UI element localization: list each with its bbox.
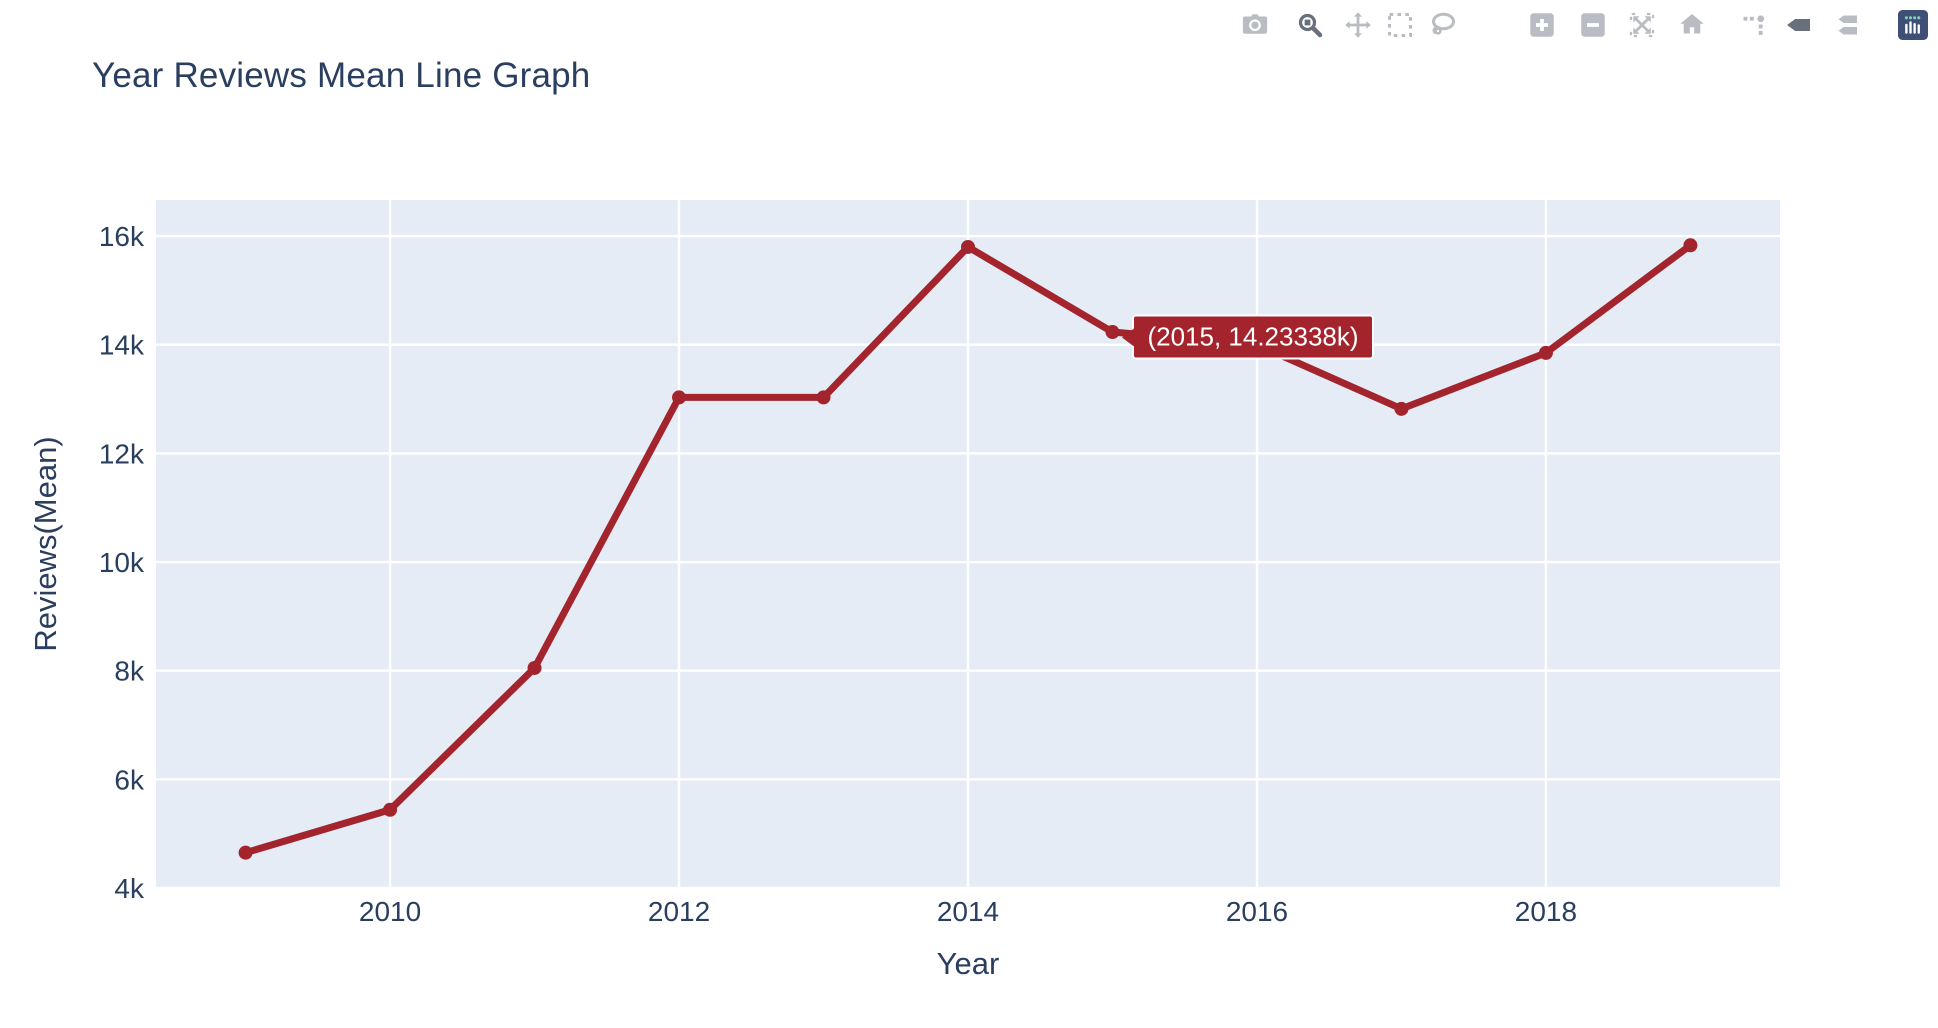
box-select-icon[interactable] [1384,9,1416,41]
hover-tooltip: (2015, 14.23338k) [1122,314,1374,360]
y-tick-label: 14k [99,330,145,361]
y-axis-title: Reviews(Mean) [28,436,63,651]
data-point[interactable] [1538,345,1553,360]
x-tick-label: 2014 [937,896,999,927]
lasso-select-icon[interactable] [1427,9,1459,41]
reset-axes-home-icon[interactable] [1676,9,1708,41]
chart-title: Year Reviews Mean Line Graph [92,56,591,95]
x-tick-label: 2012 [648,896,710,927]
camera-icon[interactable] [1239,9,1271,41]
tooltip-pointer-icon [1122,328,1135,347]
data-point[interactable] [527,660,542,675]
x-tick-label: 2016 [1226,896,1288,927]
zoom-out-icon[interactable] [1577,9,1609,41]
x-tick-label: 2018 [1515,896,1577,927]
y-tick-label: 10k [99,547,145,578]
zoom-in-icon[interactable] [1526,9,1558,41]
x-axis-title: Year [937,946,1000,981]
tooltip-text: (2015, 14.23338k) [1147,321,1359,352]
y-tick-label: 6k [114,764,145,795]
spikelines-icon[interactable] [1739,9,1771,41]
plotly-logo-icon[interactable] [1897,9,1929,41]
data-point[interactable] [1105,325,1120,340]
hover-compare-icon[interactable] [1829,9,1861,41]
pan-icon[interactable] [1342,9,1374,41]
data-point[interactable] [238,845,253,860]
x-tick-label: 2010 [359,896,421,927]
autoscale-icon[interactable] [1626,9,1658,41]
zoom-icon[interactable] [1294,9,1326,41]
y-tick-label: 16k [99,221,145,252]
y-tick-label: 8k [114,656,145,687]
data-point[interactable] [1683,238,1698,253]
data-point[interactable] [1394,401,1409,416]
data-point[interactable] [961,239,975,254]
data-point[interactable] [816,390,831,405]
data-point[interactable] [672,390,687,405]
hover-closest-icon[interactable] [1782,9,1814,41]
data-point[interactable] [383,802,398,817]
y-tick-label: 4k [114,873,145,904]
modebar [1239,9,1929,41]
y-tick-label: 12k [99,438,145,469]
